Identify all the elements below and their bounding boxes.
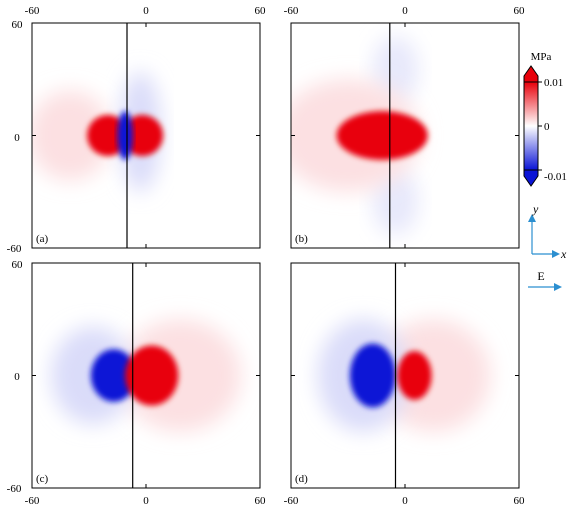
y-tick-bottom-max: 60 <box>12 259 24 271</box>
panel-a: (a) <box>31 22 261 249</box>
field-direction-indicator: E <box>528 269 562 291</box>
y-arrow-head <box>528 214 536 222</box>
colorbar: MPa 0.01 0 -0.01 <box>523 51 567 187</box>
panel-b-stress-blob-0 <box>336 111 428 160</box>
panel-a-field <box>32 23 260 248</box>
panel-d-stress-blob-3 <box>376 319 491 432</box>
x-tick-bottom-c-min: -60 <box>25 495 40 507</box>
panel-d-label: (d) <box>295 473 308 485</box>
y-tick-labels: 60 0 -60 60 0 -60 <box>7 19 23 495</box>
x-tick-top-b-max: 60 <box>514 5 526 17</box>
y-axis-letter: y <box>532 202 539 216</box>
panel-a-stress-blob-2 <box>117 111 133 160</box>
y-tick-top-mid: 0 <box>14 132 20 144</box>
colorbar-unit: MPa <box>531 51 552 63</box>
panel-b-field <box>291 23 519 248</box>
panel-b-ticks <box>291 23 519 248</box>
x-tick-top-a-mid: 0 <box>143 5 149 17</box>
x-tick-labels-top: -60 0 60 -60 0 60 <box>25 5 525 17</box>
panel-c-stress-blob-0 <box>90 349 137 402</box>
x-arrow-head <box>552 250 560 258</box>
x-tick-bottom-c-mid: 0 <box>143 495 149 507</box>
colorbar-bottom-cap <box>523 169 539 187</box>
panel-d-stress-blob-0 <box>349 343 396 408</box>
panel-d-field <box>291 263 519 488</box>
panel-c-stress-blob-1 <box>125 345 179 406</box>
x-tick-bottom-d-min: -60 <box>284 495 299 507</box>
y-tick-bottom-min: -60 <box>7 483 22 495</box>
x-tick-bottom-d-mid: 0 <box>402 495 408 507</box>
field-arrow-head <box>554 283 562 291</box>
field-letter: E <box>537 269 544 283</box>
panel-d-ticks <box>291 263 519 488</box>
y-tick-top-max: 60 <box>12 19 24 31</box>
colorbar-label-max: 0.01 <box>544 77 563 89</box>
panel-c-field <box>32 263 260 488</box>
panel-b-stress-blob-2 <box>372 36 419 104</box>
x-tick-top-b-min: -60 <box>284 5 299 17</box>
colorbar-gradient <box>523 81 539 171</box>
x-axis-letter: x <box>560 247 567 261</box>
colorbar-top-cap <box>523 65 539 83</box>
panel-c-ticks <box>32 263 260 488</box>
axes-indicator: y x <box>528 202 567 261</box>
panel-d-stress-blob-1 <box>397 351 432 400</box>
y-tick-bottom-mid: 0 <box>14 371 20 383</box>
panel-b-label: (b) <box>295 233 308 245</box>
panel-b: (b) <box>290 22 520 249</box>
x-tick-top-a-max: 60 <box>255 5 267 17</box>
colorbar-label-zero: 0 <box>544 121 550 133</box>
panel-c: (c) <box>31 262 261 489</box>
panel-a-stress-blob-4 <box>32 90 112 181</box>
panel-c-label: (c) <box>36 473 49 485</box>
y-tick-top-min: -60 <box>7 243 22 255</box>
panel-d: (d) <box>290 262 520 489</box>
x-tick-top-b-mid: 0 <box>402 5 408 17</box>
x-tick-top-a-min: -60 <box>25 5 40 17</box>
x-tick-labels-bottom: -60 0 60 -60 0 60 <box>25 495 525 507</box>
panel-a-ticks <box>32 23 260 248</box>
colorbar-label-min: -0.01 <box>544 171 567 183</box>
panel-a-label: (a) <box>36 233 49 245</box>
x-tick-bottom-d-max: 60 <box>514 495 526 507</box>
x-tick-bottom-c-max: 60 <box>255 495 267 507</box>
panel-b-stress-blob-3 <box>372 167 419 235</box>
